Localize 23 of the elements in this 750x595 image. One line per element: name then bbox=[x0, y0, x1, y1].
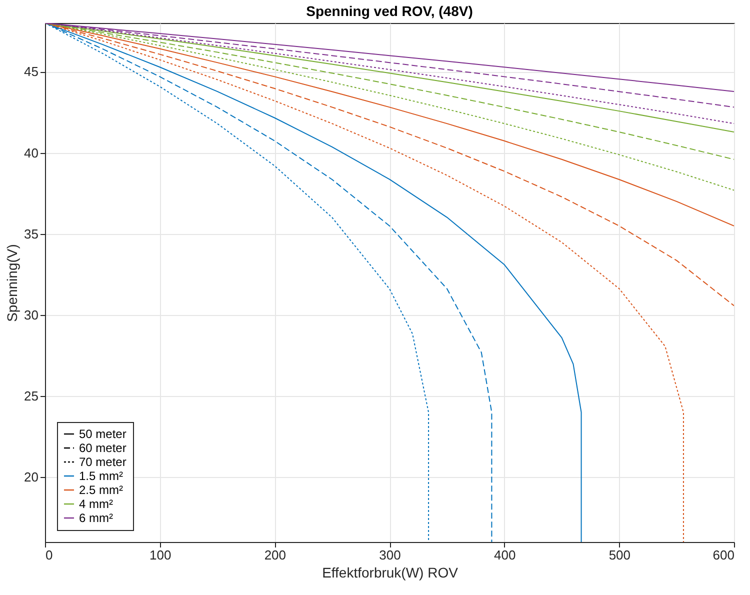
y-tick-label: 20 bbox=[24, 470, 38, 485]
legend-label: 60 meter bbox=[79, 441, 126, 455]
legend-label: 4 mm² bbox=[79, 497, 113, 511]
y-tick-label: 30 bbox=[24, 307, 38, 322]
y-tick-label: 25 bbox=[24, 388, 38, 404]
x-tick-label: 600 bbox=[712, 548, 734, 562]
y-axis-title: Spenning(V) bbox=[4, 244, 20, 322]
legend-label: 6 mm² bbox=[79, 511, 113, 525]
y-tick-label: 40 bbox=[24, 145, 38, 160]
x-tick-label: 400 bbox=[494, 548, 516, 562]
legend-label: 70 meter bbox=[79, 455, 126, 469]
chart-title: Spenning ved ROV, (48V) bbox=[306, 3, 473, 19]
y-tick-label: 35 bbox=[24, 226, 38, 242]
x-tick-label: 0 bbox=[46, 548, 53, 562]
x-tick-label: 200 bbox=[264, 548, 286, 562]
legend-label: 1.5 mm² bbox=[79, 469, 124, 483]
x-tick-label: 500 bbox=[608, 548, 631, 562]
x-tick-label: 100 bbox=[149, 548, 172, 562]
legend-label: 50 meter bbox=[79, 427, 126, 441]
y-tick-label: 45 bbox=[24, 64, 38, 80]
legend-label: 2.5 mm² bbox=[79, 483, 124, 497]
x-tick-label: 300 bbox=[379, 548, 401, 562]
x-axis-title: Effektforbruk(W) ROV bbox=[322, 564, 459, 580]
